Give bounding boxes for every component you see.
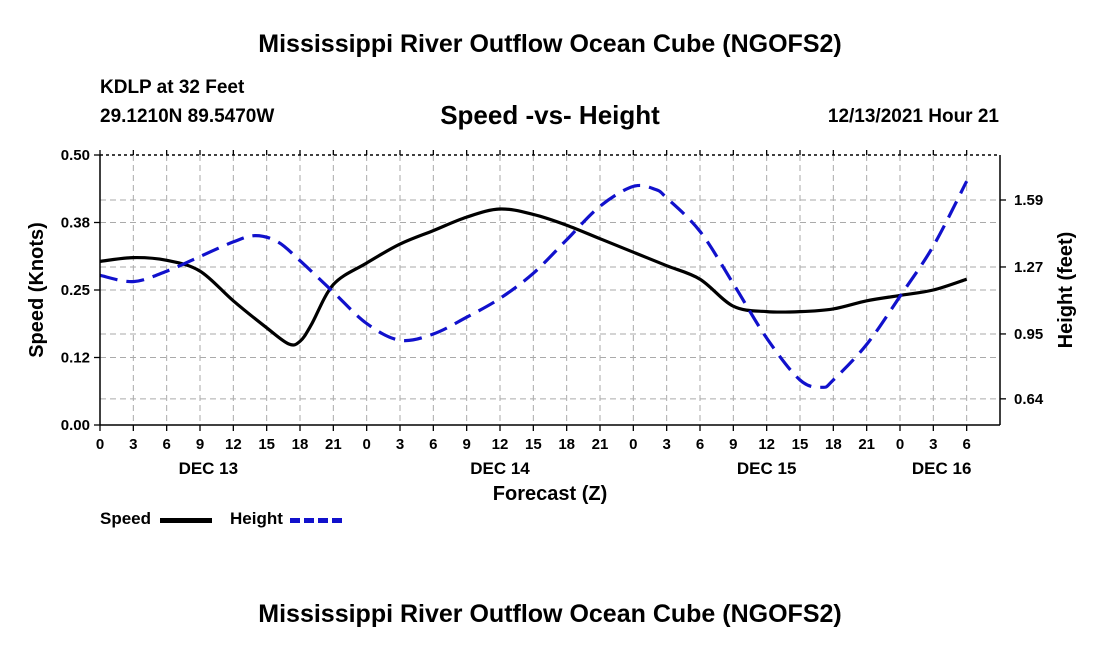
x-tick-label: 0 <box>96 436 104 453</box>
x-tick-label: 6 <box>962 436 970 453</box>
x-axis-label: Forecast (Z) <box>493 483 607 505</box>
x-tick-label: 6 <box>429 436 437 453</box>
chart-subtitle: Speed -vs- Height <box>440 100 660 130</box>
y-tick-label: 0.25 <box>61 282 90 299</box>
x-tick-label: 12 <box>225 436 242 453</box>
series-line-height <box>99 180 969 389</box>
x-tick-label: 3 <box>929 436 937 453</box>
x-tick-label: 0 <box>362 436 370 453</box>
x-tick-label: 9 <box>196 436 204 453</box>
x-tick-label: 9 <box>462 436 470 453</box>
series-line-speed <box>99 207 968 347</box>
x-tick-label: 18 <box>292 436 309 453</box>
station-label: KDLP at 32 Feet <box>100 77 245 98</box>
y-tick-label: 0.38 <box>61 215 90 232</box>
coordinates-label: 29.1210N 89.5470W <box>100 106 275 127</box>
legend-speed-label: Speed <box>100 509 152 528</box>
x-tick-label: 12 <box>758 436 775 453</box>
y-tick-label: 0.12 <box>61 350 90 367</box>
legend-height-label: Height <box>230 509 283 528</box>
legend-speed-swatch <box>160 518 212 523</box>
y2-axis-label: Height (feet) <box>1055 232 1077 349</box>
legend-height-swatch <box>290 518 342 523</box>
x-tick-label: 21 <box>592 436 609 453</box>
y2-tick-label: 1.59 <box>1014 192 1043 209</box>
y-axis-label: Speed (Knots) <box>26 222 48 358</box>
y2-tick-label: 0.95 <box>1014 326 1043 343</box>
day-label: DEC 16 <box>912 459 972 478</box>
x-tick-label: 18 <box>558 436 575 453</box>
y-tick-label: 0.00 <box>61 417 90 434</box>
grid <box>100 155 1000 425</box>
y2-tick-label: 0.64 <box>1014 391 1044 408</box>
x-tick-label: 21 <box>325 436 342 453</box>
forecast-datetime: 12/13/2021 Hour 21 <box>827 106 999 127</box>
x-tick-label: 9 <box>729 436 737 453</box>
x-tick-label: 0 <box>896 436 904 453</box>
x-tick-label: 6 <box>162 436 170 453</box>
footer-title: Mississippi River Outflow Ocean Cube (NG… <box>258 600 842 628</box>
x-tick-label: 0 <box>629 436 637 453</box>
x-tick-label: 3 <box>129 436 137 453</box>
x-tick-label: 18 <box>825 436 842 453</box>
chart-title: Mississippi River Outflow Ocean Cube (NG… <box>258 30 842 58</box>
series <box>99 180 969 389</box>
x-tick-label: 15 <box>525 436 542 453</box>
y2-tick-label: 1.27 <box>1014 259 1043 276</box>
x-tick-label: 15 <box>258 436 275 453</box>
day-label: DEC 14 <box>470 459 530 478</box>
x-tick-label: 3 <box>396 436 404 453</box>
x-tick-label: 6 <box>696 436 704 453</box>
day-label: DEC 13 <box>179 459 239 478</box>
axes: 0 3 6 9 12 15 18 21 0 3 6 9 12 15 18 21 0 3 6 9 12 15 18 21 0 3 6D… <box>61 147 1044 478</box>
x-tick-label: 21 <box>858 436 875 453</box>
x-tick-label: 15 <box>792 436 809 453</box>
x-tick-label: 3 <box>662 436 670 453</box>
y-tick-label: 0.50 <box>61 147 90 164</box>
x-tick-label: 12 <box>492 436 509 453</box>
day-label: DEC 15 <box>737 459 797 478</box>
